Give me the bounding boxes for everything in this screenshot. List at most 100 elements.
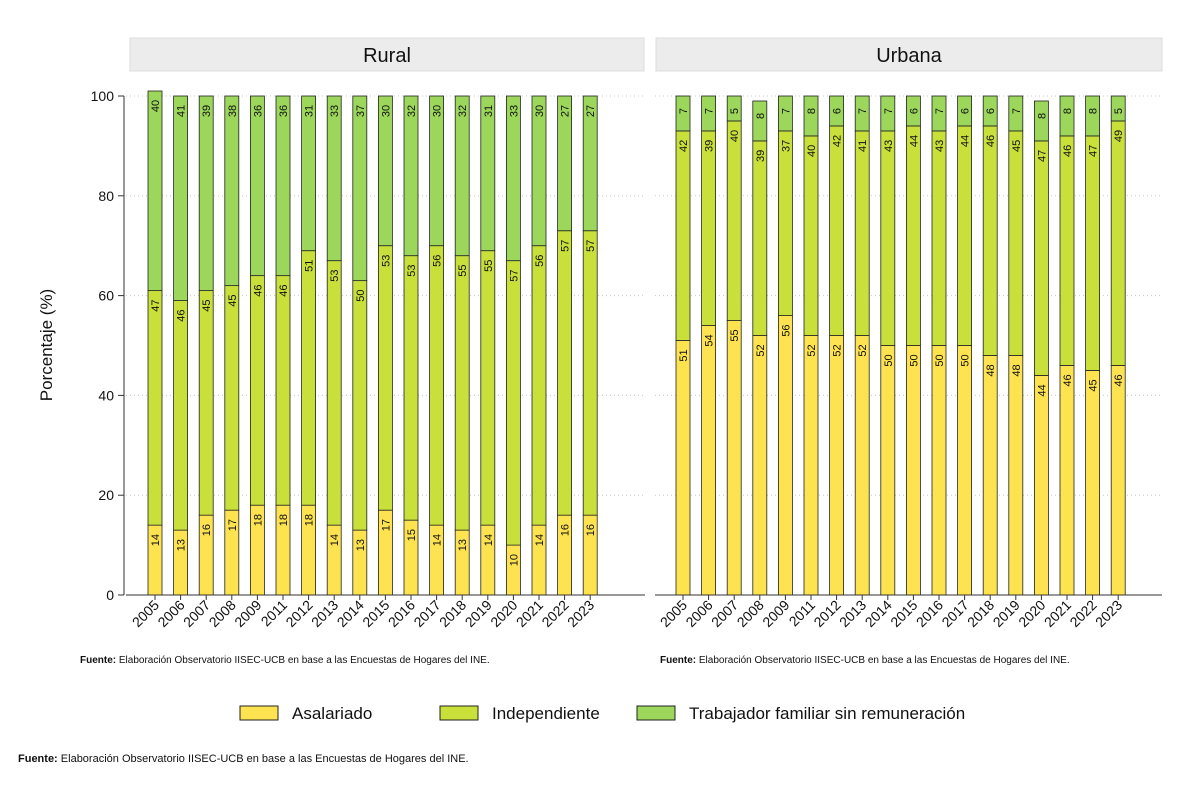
x-tick-label: 2013 — [836, 597, 869, 630]
x-tick-label: 2009 — [231, 597, 264, 630]
x-tick-label: 2009 — [759, 597, 792, 630]
data-label: 47 — [1088, 145, 1100, 157]
data-label: 39 — [201, 105, 213, 117]
bar-segment-asalariado — [982, 355, 998, 596]
data-label: 39 — [755, 150, 767, 162]
bar-segment-trabajador — [982, 95, 998, 127]
x-tick-label: 2021 — [1041, 597, 1074, 630]
data-label: 37 — [780, 140, 792, 152]
data-label: 50 — [934, 354, 946, 366]
bar-segment-asalariado — [931, 345, 947, 596]
bar-segment-independiente — [505, 260, 521, 546]
data-label: 36 — [252, 105, 264, 117]
bar-segment-trabajador — [675, 95, 691, 132]
legend-label: Asalariado — [292, 704, 372, 723]
bar-segment-trabajador — [906, 95, 921, 127]
data-label: 57 — [560, 240, 572, 252]
bar-segment-trabajador — [531, 95, 547, 247]
data-label: 13 — [355, 539, 367, 551]
data-label: 56 — [432, 255, 444, 267]
bar-segment-independiente — [531, 245, 547, 526]
legend: Asalariado Independiente Trabajador famili… — [239, 704, 965, 723]
data-label: 46 — [1113, 374, 1125, 386]
data-label: 30 — [432, 105, 444, 117]
bar-segment-independiente — [249, 275, 265, 506]
bar-segment-trabajador — [1110, 95, 1126, 122]
y-tick-label: 0 — [106, 587, 114, 603]
bar-segment-independiente — [1034, 140, 1049, 376]
data-label: 14 — [150, 534, 162, 546]
data-label: 46 — [176, 309, 188, 321]
data-label: 14 — [483, 534, 495, 546]
x-tick-label: 2006 — [154, 597, 187, 630]
data-label: 14 — [329, 534, 341, 546]
bar-segment-trabajador — [352, 95, 368, 282]
data-label: 33 — [329, 105, 341, 117]
data-label: 46 — [1062, 145, 1074, 157]
data-label: 38 — [227, 105, 239, 117]
bar-segment-trabajador — [557, 95, 572, 232]
bar-segment-independiente — [675, 130, 691, 341]
x-tick-label: 2011 — [258, 597, 291, 630]
data-label: 31 — [483, 105, 495, 117]
data-label: 42 — [678, 140, 690, 152]
bar-segment-trabajador — [803, 95, 819, 137]
data-label: 8 — [1036, 113, 1048, 119]
x-tick-label: 2015 — [887, 597, 920, 630]
bar-segment-independiente — [326, 260, 342, 526]
bar-segment-trabajador — [1059, 95, 1075, 137]
bar-segment-asalariado — [957, 345, 972, 596]
bar-segment-independiente — [377, 245, 393, 511]
bar-segment-independiente — [352, 280, 368, 531]
data-label: 7 — [1011, 108, 1023, 114]
bar-segment-trabajador — [1008, 95, 1024, 132]
bar-segment-trabajador — [147, 90, 163, 292]
data-label: 30 — [534, 105, 546, 117]
legend-item: Trabajador familiar sin remuneración — [636, 704, 965, 723]
x-tick-label: 2017 — [410, 597, 443, 630]
bar-segment-trabajador — [249, 95, 265, 277]
panel-urbana: Urbana 51 42 7 2005 54 39 7 2006 55 40 5 2007 52 39 8 20… — [655, 37, 1163, 666]
bar-segment-asalariado — [854, 335, 870, 596]
panel-title: Rural — [363, 45, 411, 67]
bar-segment-trabajador — [957, 95, 972, 127]
data-label: 32 — [406, 105, 418, 117]
x-tick-label: 2008 — [206, 597, 239, 630]
bar-segment-independiente — [429, 245, 445, 526]
bar-segment-trabajador — [582, 95, 598, 232]
bar-segment-trabajador — [854, 95, 870, 132]
x-tick-label: 2023 — [1092, 597, 1125, 630]
data-label: 50 — [883, 354, 895, 366]
bar-segment-asalariado — [880, 345, 896, 596]
bar-segment-independiente — [829, 125, 844, 336]
data-label: 48 — [1011, 364, 1023, 376]
data-label: 30 — [380, 105, 392, 117]
legend-swatch — [439, 705, 479, 721]
data-label: 14 — [432, 534, 444, 546]
data-label: 37 — [355, 105, 367, 117]
legend-item: Asalariado — [239, 704, 372, 723]
bar-segment-independiente — [557, 230, 572, 516]
data-label: 13 — [176, 539, 188, 551]
y-tick-label: 100 — [91, 88, 115, 104]
data-label: 45 — [201, 299, 213, 311]
bar-segment-trabajador — [198, 95, 214, 292]
data-label: 46 — [1062, 374, 1074, 386]
bar-segment-asalariado — [726, 320, 742, 596]
data-label: 44 — [908, 135, 920, 147]
data-label: 44 — [1036, 384, 1048, 396]
y-tick-label: 40 — [98, 387, 114, 403]
data-label: 53 — [380, 255, 392, 267]
bar-segment-independiente — [982, 125, 998, 356]
bar-segment-independiente — [198, 290, 214, 516]
panel-source-text: Elaboración Observatorio IISEC-UCB en ba… — [116, 655, 490, 666]
data-label: 45 — [1088, 379, 1100, 391]
data-label: 41 — [857, 140, 869, 152]
footer-source-label: Fuente: — [18, 753, 58, 765]
bar-segment-independiente — [854, 130, 870, 336]
bar-segment-asalariado — [675, 340, 691, 596]
y-axis-title: Porcentaje (%) — [37, 289, 56, 401]
bar-segment-independiente — [1059, 135, 1075, 366]
data-label: 31 — [304, 105, 316, 117]
bar-segment-trabajador — [403, 95, 419, 257]
